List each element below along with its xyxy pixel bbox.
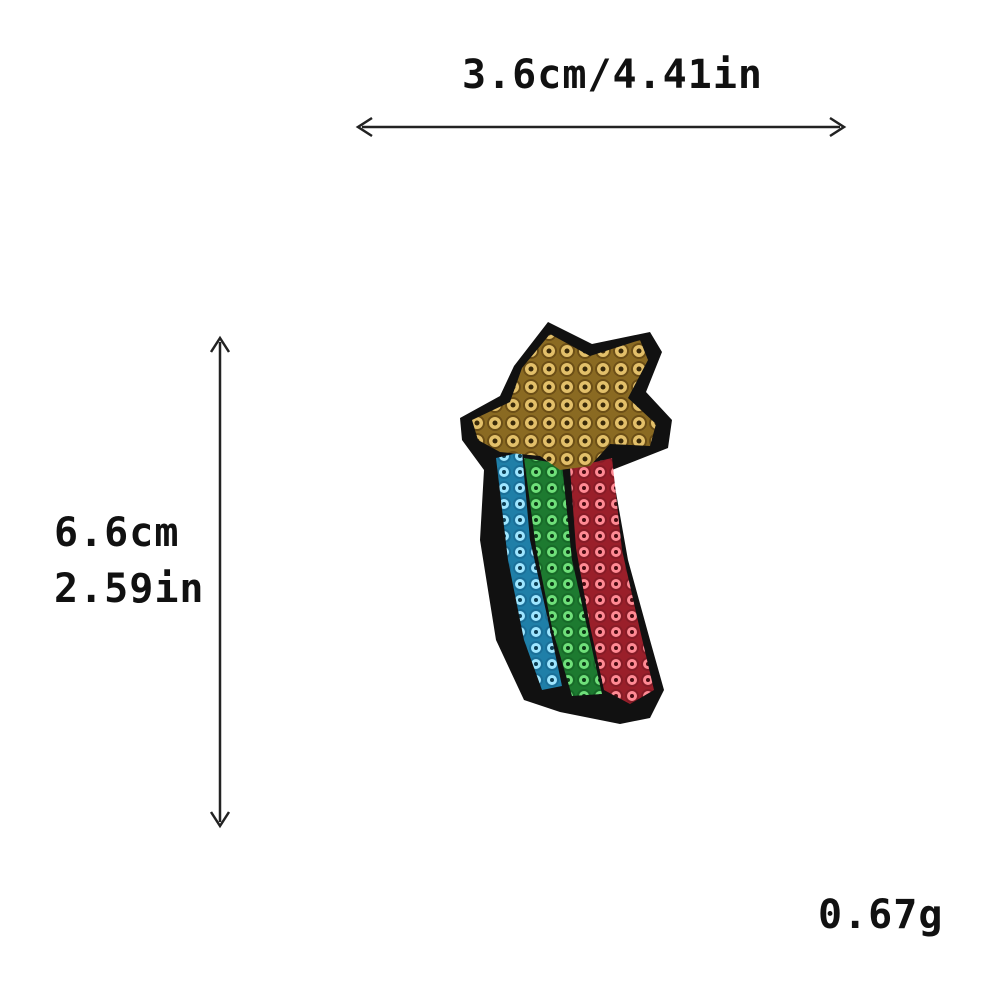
blue-sequin-stripe	[496, 452, 562, 690]
height-arrow	[209, 335, 231, 829]
width-dimension-label: 3.6cm/4.41in	[462, 52, 763, 98]
height-cm-label: 6.6cm	[54, 510, 180, 556]
height-in-label: 2.59in	[54, 566, 205, 612]
gold-sequin-star	[472, 334, 656, 470]
width-arrow	[355, 116, 847, 138]
shooting-star-patch	[460, 322, 672, 724]
weight-label: 0.67g	[818, 892, 944, 938]
green-sequin-stripe	[524, 458, 602, 696]
red-sequin-stripe	[570, 458, 654, 704]
